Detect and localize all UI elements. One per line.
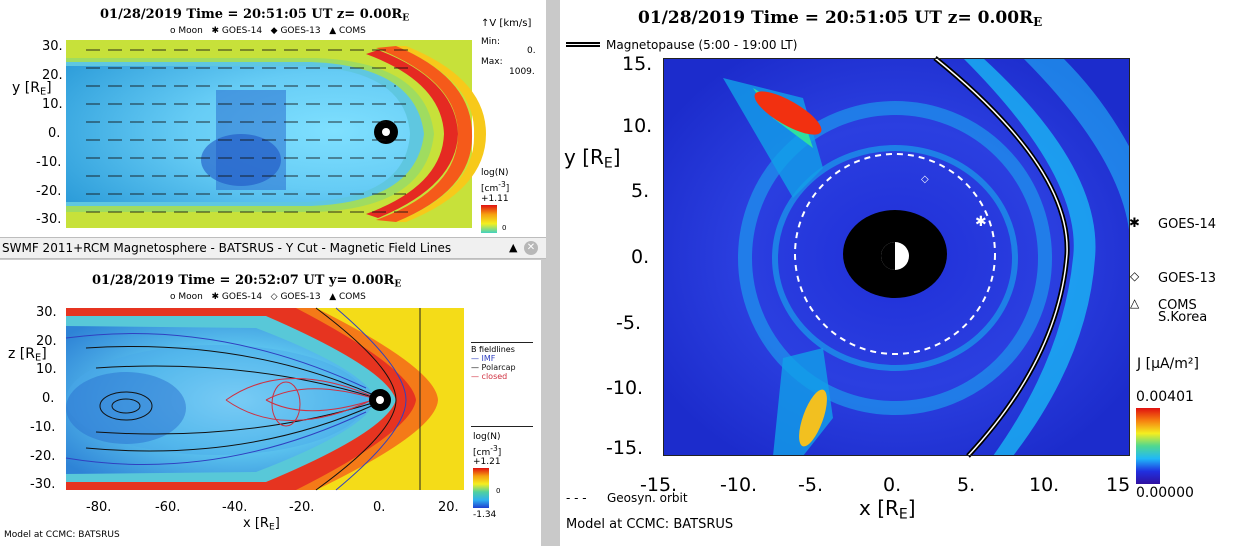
goes-13-label: GOES-13	[1158, 271, 1217, 286]
current-density-label: J [μA/m²]	[1137, 356, 1199, 372]
bottom-left-cbar-mid: 0	[496, 487, 501, 495]
window-title-bar[interactable]: SWMF 2011+RCM Magnetosphere - BATSRUS - …	[0, 237, 546, 259]
fieldlines-legend-polarcap: — Polarcap	[471, 363, 516, 372]
top-left-ytick: -10.	[36, 155, 62, 170]
bottom-left-title: 01/28/2019 Time = 20:52:07 UT y= 0.00RE	[92, 273, 402, 290]
coms-label: COMS	[1158, 298, 1197, 313]
right-xtick: 0.	[883, 474, 902, 496]
right-xtick: -15.	[640, 474, 678, 496]
top-left-cbar-label: log(N)	[481, 168, 509, 178]
right-xtick: 15	[1106, 474, 1131, 496]
top-left-colorbar	[481, 205, 497, 233]
bottom-left-xtick: 20.	[438, 500, 459, 515]
bottom-left-xtick: -40.	[222, 500, 248, 515]
bottom-left-ytick: -30.	[30, 477, 56, 492]
max-label: Max:	[481, 57, 503, 67]
bottom-left-xtick: 0.	[373, 500, 386, 515]
map-marker-goes-13: ◇	[921, 174, 929, 185]
top-left-ytick: -30.	[36, 212, 62, 227]
fieldlines-legend: B fieldlines — IMF — Polarcap — closed	[471, 342, 533, 381]
magnetopause-legend-line	[566, 42, 600, 47]
top-left-cbar-max: +1.11	[481, 194, 509, 204]
bottom-left-cbar-divider	[471, 426, 533, 427]
right-cbar-min: 0.00000	[1136, 485, 1194, 501]
top-left-ylabel: y [RE]	[12, 80, 52, 98]
top-left-plot-panel: 01/28/2019 Time = 20:51:05 UT z= 0.00RE …	[0, 0, 546, 237]
bottom-left-colorbar	[473, 468, 489, 508]
right-cbar-max: 0.00401	[1136, 389, 1194, 405]
right-plot-panel: 01/28/2019 Time = 20:51:05 UT z= 0.00RE …	[560, 0, 1243, 546]
min-label: Min:	[481, 37, 501, 47]
fieldlines-legend-imf: — IMF	[471, 354, 496, 363]
right-xtick: -10.	[720, 474, 758, 496]
max-value: 1009.	[509, 67, 535, 77]
bottom-left-ytick: 10.	[36, 362, 57, 377]
right-xlabel: x [RE]	[859, 496, 916, 523]
top-left-cbar-unit: [cm-3]	[481, 180, 510, 194]
magnetopause-legend-label: Magnetopause (5:00 - 19:00 LT)	[606, 38, 798, 52]
top-left-sat-legend: o Moon ✱ GOES-14 ◆ GOES-13 ▲ COMS	[170, 26, 366, 36]
right-ytick: 10.	[622, 115, 653, 137]
top-left-field-map	[66, 40, 486, 228]
coms-marker: △	[1130, 296, 1140, 310]
bottom-left-xtick: -60.	[155, 500, 181, 515]
right-xtick: 5.	[957, 474, 976, 496]
right-xtick: -5.	[798, 474, 823, 496]
right-ytick: 0.	[631, 246, 650, 268]
window-title: SWMF 2011+RCM Magnetosphere - BATSRUS - …	[2, 241, 452, 255]
bottom-left-xtick: -80.	[86, 500, 112, 515]
bottom-left-footer: Model at CCMC: BATSRUS	[4, 530, 120, 540]
bottom-left-cbar-min: -1.34	[473, 510, 497, 520]
geosyn-legend-label: Geosyn. orbit	[607, 491, 688, 505]
goes-14-label: GOES-14	[1158, 217, 1217, 232]
bottom-left-cbar-unit: [cm-3]	[473, 444, 502, 458]
right-ytick: -10.	[606, 377, 644, 399]
right-ytick: 15.	[622, 53, 653, 75]
bottom-left-ytick: 0.	[42, 391, 55, 406]
goes-14-marker: ✱	[1129, 216, 1140, 231]
velocity-label: ↑V [km/s]	[481, 18, 532, 29]
goes-13-marker: ◇	[1130, 269, 1140, 283]
right-ytick: -5.	[616, 312, 641, 334]
right-axis-frame	[663, 58, 1130, 456]
bottom-left-ytick: -10.	[30, 420, 56, 435]
collapse-up-icon[interactable]: ▲	[509, 241, 518, 254]
right-ytick: -15.	[606, 437, 644, 459]
map-marker-goes-14: ✱	[975, 214, 987, 230]
vertical-splitter[interactable]	[546, 0, 560, 546]
min-value: 0.	[527, 46, 536, 56]
right-current-map: ✱ ◇	[663, 56, 1130, 458]
bottom-left-ytick: 20.	[36, 334, 57, 349]
right-xtick: 10.	[1029, 474, 1060, 496]
fieldlines-legend-title: B fieldlines	[471, 345, 515, 354]
bottom-left-sat-legend: o Moon ✱ GOES-14 ◇ GOES-13 ▲ COMS	[170, 292, 366, 302]
right-title: 01/28/2019 Time = 20:51:05 UT z= 0.00RE	[638, 8, 1043, 29]
bottom-left-ytick: 30.	[36, 305, 57, 320]
bottom-left-xlabel: x [RE]	[243, 516, 280, 533]
bottom-left-field-map	[65, 307, 464, 491]
bottom-left-cbar-max: +1.21	[473, 457, 501, 467]
fieldlines-legend-closed: — closed	[471, 372, 508, 381]
top-left-ytick: 0.	[48, 126, 61, 141]
top-left-title: 01/28/2019 Time = 20:51:05 UT z= 0.00RE	[100, 7, 410, 24]
right-ytick: 5.	[631, 180, 650, 202]
coms-sublabel: S.Korea	[1158, 310, 1208, 325]
geosyn-legend-dash: - - -	[566, 491, 587, 505]
top-left-ytick: -20.	[36, 184, 62, 199]
bottom-left-cbar-label: log(N)	[473, 432, 501, 442]
top-left-cbar-mid: 0	[502, 224, 507, 232]
bottom-left-plot-panel: 01/28/2019 Time = 20:52:07 UT y= 0.00RE …	[0, 260, 541, 546]
bottom-left-ytick: -20.	[30, 449, 56, 464]
close-icon[interactable]: ✕	[524, 241, 538, 255]
bottom-left-ylabel: z [RE]	[8, 346, 47, 364]
top-left-ytick: 10.	[42, 97, 63, 112]
top-left-ytick: 20.	[42, 68, 63, 83]
right-ylabel: y [RE]	[564, 145, 621, 172]
right-footer: Model at CCMC: BATSRUS	[566, 517, 734, 532]
top-left-ytick: 30.	[42, 39, 63, 54]
right-colorbar	[1136, 408, 1160, 484]
bottom-left-xtick: -20.	[289, 500, 315, 515]
